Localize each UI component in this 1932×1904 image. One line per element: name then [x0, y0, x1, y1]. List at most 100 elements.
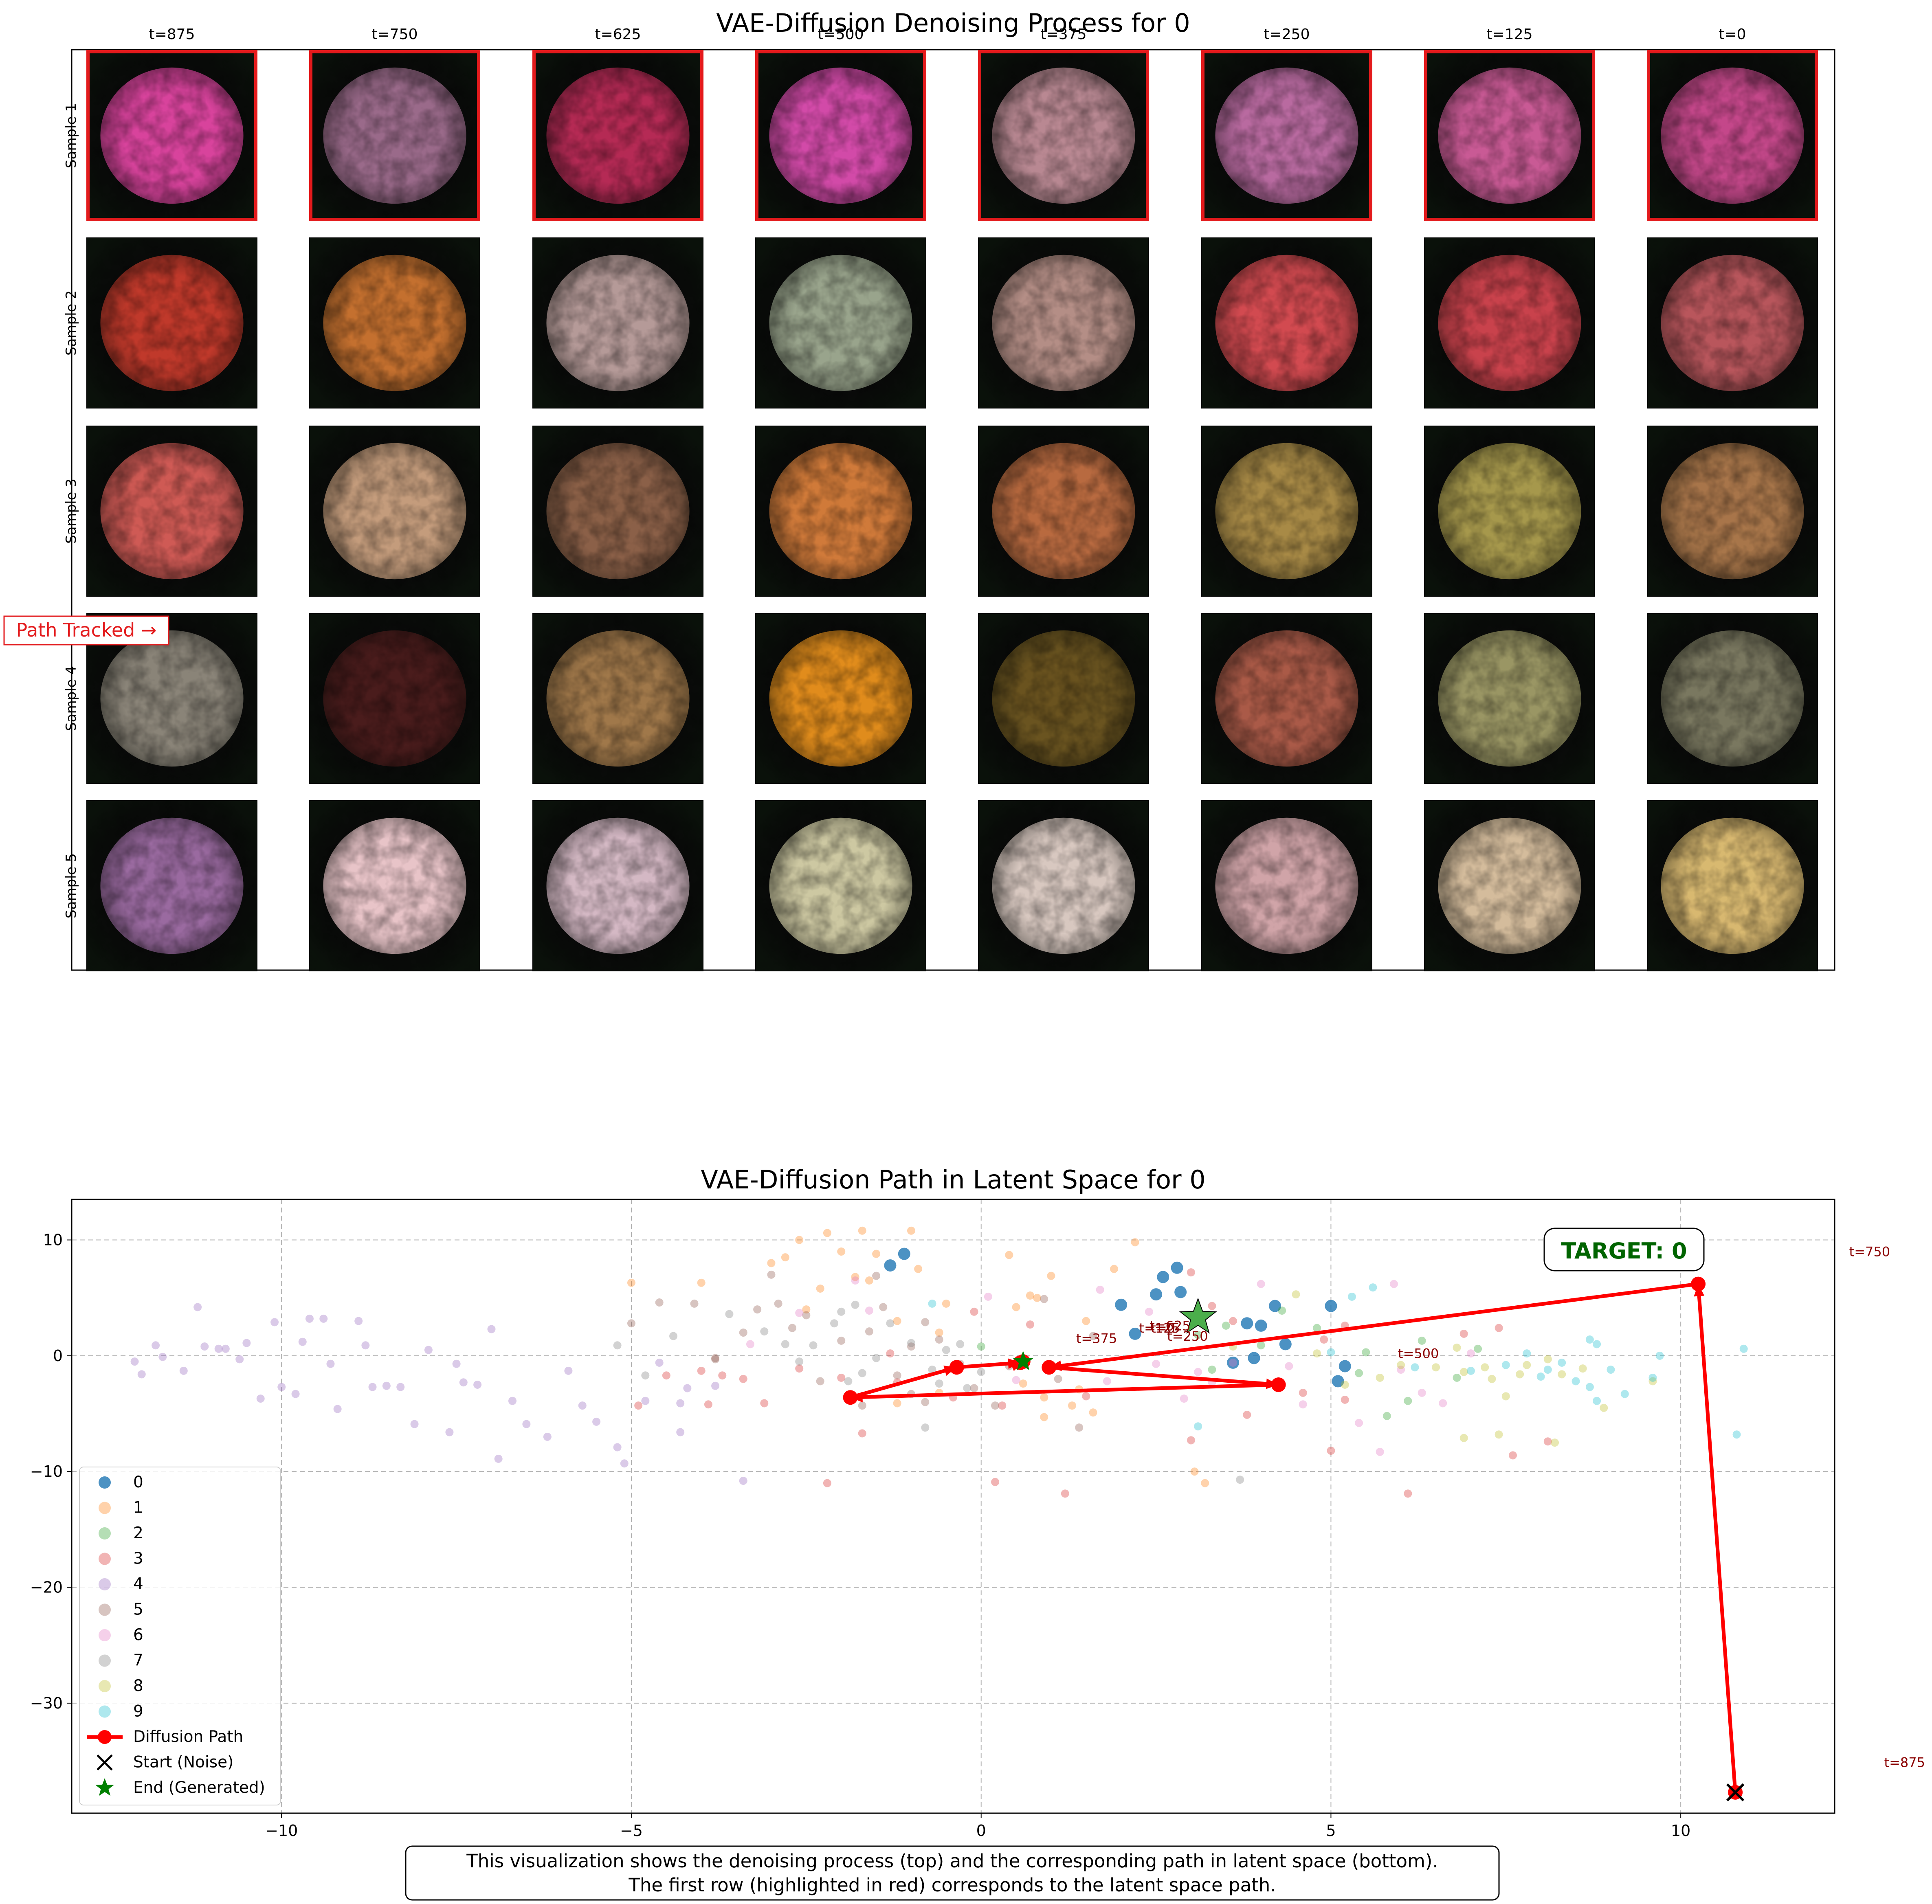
- scatter-point-class-1: [1190, 1467, 1199, 1476]
- scatter-point-class-9: [1543, 1365, 1552, 1374]
- target-box: TARGET: 0: [1543, 1228, 1705, 1272]
- scatter-point-class-4: [613, 1443, 622, 1452]
- tile-vignette: [978, 426, 1149, 596]
- scatter-point-class-1: [802, 1305, 811, 1314]
- tile-vignette: [87, 426, 257, 596]
- scatter-point-class-8: [1516, 1370, 1524, 1379]
- scatter-point-class-9: [1732, 1430, 1741, 1439]
- scatter-point-class-7: [669, 1332, 678, 1340]
- scatter-point-class-0: [1332, 1375, 1344, 1388]
- scatter-point-class-1: [1012, 1303, 1020, 1311]
- scatter-point-class-1: [697, 1278, 706, 1287]
- scatter-point-class-1: [1019, 1379, 1027, 1388]
- tile-border: [532, 237, 703, 408]
- tile-vignette: [1424, 238, 1595, 408]
- scatter-point-class-5: [865, 1327, 873, 1336]
- scatter-point-class-5: [767, 1270, 776, 1279]
- scatter-point-class-1: [914, 1265, 923, 1273]
- tile-vignette: [533, 51, 703, 221]
- legend-start-marker: [97, 1754, 113, 1771]
- tile-border: [1424, 237, 1595, 408]
- scatter-point-class-4: [592, 1417, 601, 1426]
- tile-vignette: [978, 238, 1149, 408]
- x-tick-label: 10: [1671, 1822, 1690, 1840]
- scatter-point-class-4: [459, 1378, 468, 1387]
- highlight-border: [755, 50, 926, 221]
- scatter-point-class-8: [1432, 1363, 1440, 1372]
- scatter-point-class-5: [788, 1324, 796, 1332]
- scatter-point-class-8: [1523, 1361, 1531, 1369]
- scatter-point-class-5: [1089, 1332, 1097, 1340]
- tile-vignette: [533, 426, 703, 596]
- path-tracked-label: Path Tracked →: [3, 615, 169, 646]
- scatter-point-class-9: [1369, 1283, 1377, 1292]
- tile-vignette: [533, 238, 703, 408]
- scatter-point-class-3: [823, 1479, 831, 1487]
- scatter-point-class-7: [1236, 1476, 1244, 1484]
- scatter-point-class-0: [898, 1247, 910, 1260]
- image-tile: [1424, 237, 1595, 408]
- scatter-point-class-1: [1026, 1291, 1034, 1300]
- path-node: [1691, 1276, 1706, 1291]
- image-tile: [86, 50, 257, 221]
- image-tile: [1424, 426, 1595, 597]
- scatter-point-class-9: [1593, 1340, 1601, 1348]
- legend-label: 4: [133, 1575, 143, 1593]
- scatter-point-class-5: [711, 1354, 720, 1362]
- target-text: TARGET: 0: [1561, 1238, 1687, 1264]
- row-labels: Sample 1 Sample 2 Sample 3 Sample 4 Sample 5: [63, 103, 79, 918]
- scatter-point-class-0: [1150, 1288, 1163, 1301]
- tile-border: [1647, 237, 1818, 408]
- scatter-point-class-3: [1320, 1335, 1328, 1344]
- scatter-point-class-8: [1488, 1375, 1496, 1383]
- scatter-point-class-7: [760, 1327, 769, 1336]
- tile-vignette: [1647, 51, 1818, 221]
- scatter-point-class-8: [1459, 1434, 1468, 1442]
- scatter-point-class-4: [494, 1454, 503, 1463]
- image-tile: [978, 237, 1149, 408]
- scatter-point-class-1: [627, 1278, 635, 1287]
- scatter-point-class-8: [1543, 1355, 1552, 1364]
- tile-vignette: [1647, 238, 1818, 408]
- image-tile: [309, 50, 480, 221]
- tile-vignette: [1647, 613, 1818, 784]
- column-label: t=625: [595, 26, 641, 43]
- tile-border: [309, 800, 480, 971]
- tile-vignette: [1202, 426, 1372, 596]
- scatter-point-class-6: [1397, 1365, 1405, 1374]
- scatter-point-class-1: [1040, 1393, 1048, 1402]
- tile-border: [309, 426, 480, 597]
- scatter-point-class-3: [1187, 1436, 1195, 1445]
- scatter-point-class-7: [942, 1346, 950, 1354]
- scatter-point-class-9: [1739, 1344, 1748, 1353]
- scatter-point-class-4: [221, 1344, 230, 1353]
- scatter-point-class-5: [872, 1272, 881, 1280]
- scatter-point-class-6: [1229, 1358, 1237, 1367]
- image-grid: [86, 50, 1818, 971]
- scatter-point-class-1: [893, 1317, 901, 1325]
- step-annotation: t=875: [1884, 1755, 1925, 1770]
- scatter-point-class-4: [424, 1346, 433, 1354]
- scatter-point-class-3: [1243, 1410, 1251, 1419]
- caption-line-1: This visualization shows the denoising p…: [466, 1850, 1438, 1872]
- scatter-point-class-5: [1040, 1295, 1048, 1303]
- tile-vignette: [1424, 426, 1595, 596]
- row-label: Sample 5: [63, 853, 79, 918]
- scatter-point-class-9: [1593, 1397, 1601, 1405]
- scatter-point-class-6: [865, 1306, 873, 1315]
- scatter-point-class-4: [564, 1366, 573, 1375]
- image-tile: [1647, 237, 1818, 408]
- scatter-point-class-4: [382, 1381, 391, 1390]
- x-axis-ticks: −10 −5 0 5 10: [265, 1813, 1690, 1840]
- scatter-point-class-7: [851, 1300, 859, 1309]
- path-node: [949, 1360, 964, 1375]
- scatter-point-class-4: [158, 1353, 167, 1361]
- image-tile: [755, 613, 926, 784]
- image-tile: [532, 613, 703, 784]
- column-labels: t=875 t=750 t=625 t=500 t=375 t=250 t=125 t=0: [149, 26, 1746, 43]
- scatter-point-class-5: [921, 1398, 930, 1406]
- caption-box: This visualization shows the denoising p…: [405, 1845, 1500, 1901]
- grid-title: VAE-Diffusion Denoising Process for 0: [716, 8, 1190, 38]
- tile-vignette: [1647, 426, 1818, 596]
